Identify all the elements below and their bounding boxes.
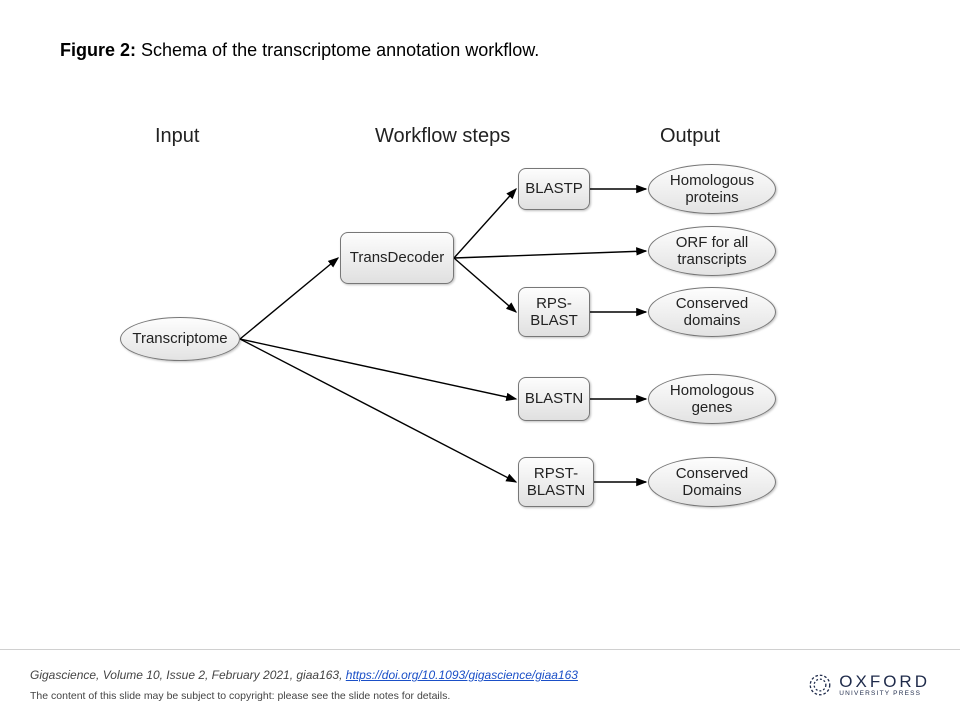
oxford-logo: OXFORD UNIVERSITY PRESS <box>807 672 930 698</box>
node-homolprot: Homologousproteins <box>648 164 776 214</box>
header-workflow: Workflow steps <box>375 125 510 148</box>
node-transdecoder: TransDecoder <box>340 232 454 284</box>
logo-text: OXFORD <box>839 673 930 690</box>
footer: Gigascience, Volume 10, Issue 2, Februar… <box>0 649 960 720</box>
arrow-transdecoder-to-blastp <box>454 189 516 258</box>
arrow-transcriptome-to-transdecoder <box>240 258 338 339</box>
node-orf: ORF for alltranscripts <box>648 226 776 276</box>
copyright-notice: The content of this slide may be subject… <box>30 690 930 702</box>
node-rpstblastn: RPST-BLASTN <box>518 457 594 507</box>
node-homolgenes: Homologousgenes <box>648 374 776 424</box>
doi-link[interactable]: https://doi.org/10.1093/gigascience/giaa… <box>346 668 578 682</box>
node-transcriptome: Transcriptome <box>120 317 240 361</box>
header-input: Input <box>155 125 199 148</box>
arrow-transcriptome-to-blastn <box>240 339 516 399</box>
node-blastn: BLASTN <box>518 377 590 421</box>
figure-number: Figure 2: <box>60 40 136 60</box>
node-consdomains2: ConservedDomains <box>648 457 776 507</box>
arrow-transdecoder-to-orf <box>454 251 646 258</box>
workflow-diagram: Input Workflow steps Output Transcriptom… <box>120 125 820 575</box>
node-rpsblast: RPS-BLAST <box>518 287 590 337</box>
figure-title: Figure 2: Schema of the transcriptome an… <box>60 40 539 61</box>
node-consdomains: Conserveddomains <box>648 287 776 337</box>
header-output: Output <box>660 125 720 148</box>
arrow-transdecoder-to-rpsblast <box>454 258 516 312</box>
logo-subtext: UNIVERSITY PRESS <box>839 690 930 697</box>
arrow-transcriptome-to-rpstblastn <box>240 339 516 482</box>
citation: Gigascience, Volume 10, Issue 2, Februar… <box>30 668 930 682</box>
journal-name: Gigascience <box>30 668 96 682</box>
figure-caption: Schema of the transcriptome annotation w… <box>136 40 539 60</box>
node-blastp: BLASTP <box>518 168 590 210</box>
citation-rest: , Volume 10, Issue 2, February 2021, gia… <box>96 668 346 682</box>
oxford-logo-icon <box>807 672 833 698</box>
